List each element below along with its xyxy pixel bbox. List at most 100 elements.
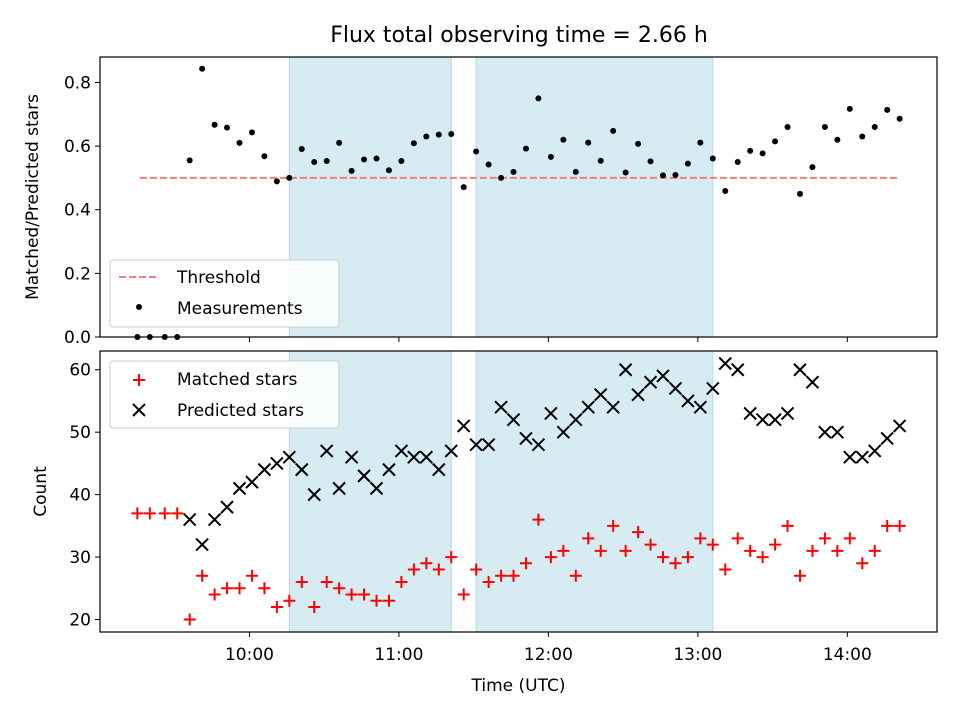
legend-predicted-swatch: [132, 403, 146, 417]
matched-stars-point: [694, 532, 707, 545]
matched-stars-point: [781, 519, 794, 532]
matched-stars-point: [893, 519, 906, 532]
y-tick-label: 20: [69, 611, 91, 631]
matched-stars-point: [308, 601, 321, 614]
predicted-stars-point: [643, 375, 658, 389]
matched-stars-point: [843, 532, 856, 545]
measurement-point: [697, 139, 704, 146]
matched-stars-point: [719, 563, 732, 576]
measurement-point: [597, 157, 604, 164]
measurement-point: [747, 147, 754, 154]
predicted-stars-point: [868, 444, 882, 458]
predicted-stars-point: [319, 444, 334, 458]
y-tick-label: 0.2: [64, 264, 91, 284]
matched-stars-point: [769, 538, 782, 551]
matched-stars-point: [482, 576, 495, 589]
predicted-stars-point: [544, 406, 558, 421]
legend-threshold-label: Threshold: [176, 268, 261, 288]
x-tick-label: 10:00: [225, 645, 274, 665]
predicted-stars-point: [432, 462, 446, 477]
y-tick-label: 0.0: [64, 328, 91, 348]
predicted-stars-point: [494, 400, 508, 414]
matched-stars-point: [457, 588, 470, 601]
measurement-point: [635, 140, 642, 147]
predicted-stars-point: [382, 462, 396, 477]
matched-stars-point: [669, 557, 682, 570]
predicted-stars-point: [195, 537, 209, 552]
measurement-point: [560, 136, 567, 143]
measurement-point: [248, 129, 255, 136]
y-tick-label: 30: [69, 548, 91, 568]
matched-stars-point: [295, 576, 308, 589]
predicted-stars-point: [718, 356, 732, 371]
matched-stars-point: [221, 582, 234, 595]
measurement-point: [796, 190, 803, 197]
predicted-stars-point: [531, 437, 546, 452]
matched-stars-point: [706, 538, 719, 551]
matched-stars-point: [544, 551, 557, 564]
predicted-stars-point: [182, 512, 197, 527]
predicted-stars-point: [656, 369, 670, 383]
matched-stars-point: [569, 569, 582, 582]
predicted-stars-point: [232, 481, 247, 496]
legend-matched-label: Matched stars: [177, 370, 297, 390]
matched-stars-point: [270, 601, 283, 614]
x-tick-label: 11:00: [374, 645, 423, 665]
matched-stars-point: [183, 613, 196, 626]
measurement-point: [398, 158, 405, 165]
matched-stars-point: [495, 569, 508, 582]
matched-stars-point: [445, 551, 458, 564]
measurement-point: [821, 124, 828, 130]
measurement-point: [809, 164, 816, 171]
matched-stars-point: [345, 588, 358, 601]
measurement-point: [211, 121, 218, 128]
matched-stars-point: [395, 576, 408, 589]
matched-stars-point: [619, 544, 632, 557]
predicted-stars-point: [780, 406, 795, 421]
measurement-point: [423, 133, 430, 140]
matched-stars-point: [582, 532, 595, 545]
y-tick-label: 50: [69, 423, 91, 443]
predicted-stars-point: [307, 487, 321, 502]
measurement-point: [273, 178, 280, 185]
predicted-stars-point: [793, 363, 807, 377]
axes-frame: [99, 56, 938, 338]
matched-stars-point: [793, 569, 806, 582]
predicted-stars-point: [843, 450, 857, 464]
measurement-point: [772, 138, 779, 145]
measurement-point: [373, 155, 380, 162]
matched-stars-point: [818, 532, 831, 545]
measurement-point: [585, 139, 592, 146]
predicted-stars-point: [593, 388, 608, 402]
measurement-point: [722, 187, 729, 194]
y-tick-label: 60: [69, 361, 91, 381]
predicted-stars-point: [818, 425, 832, 439]
measurement-point: [884, 106, 891, 113]
legend-measurements-label: Measurements: [177, 299, 303, 319]
measurement-point: [348, 167, 355, 174]
matched-stars-point: [532, 513, 545, 526]
measurement-point: [224, 124, 231, 131]
matched-stars-point: [644, 538, 657, 551]
measurement-point: [759, 150, 766, 157]
measurement-point: [473, 148, 480, 155]
matched-stars-point: [881, 519, 894, 532]
predicted-stars-point: [245, 475, 259, 489]
matched-stars-point: [831, 544, 844, 557]
measurement-point: [659, 172, 666, 179]
measurement-point: [572, 168, 579, 175]
matched-stars-point: [245, 569, 258, 582]
measurement-point: [460, 184, 467, 191]
measurement-point: [186, 157, 193, 164]
predicted-stars-point: [407, 450, 421, 464]
predicted-stars-point: [295, 462, 309, 477]
measurement-point: [834, 136, 841, 143]
shaded-interval: [475, 350, 714, 633]
y-axis-label: Count: [31, 466, 51, 517]
matched-stars-point: [632, 526, 645, 539]
matched-stars-point: [519, 557, 532, 570]
predicted-stars-point: [207, 512, 222, 527]
predicted-stars-point: [693, 400, 708, 414]
measurement-point: [510, 168, 517, 175]
chart-title: Flux total observing time = 2.66 h: [330, 23, 708, 48]
